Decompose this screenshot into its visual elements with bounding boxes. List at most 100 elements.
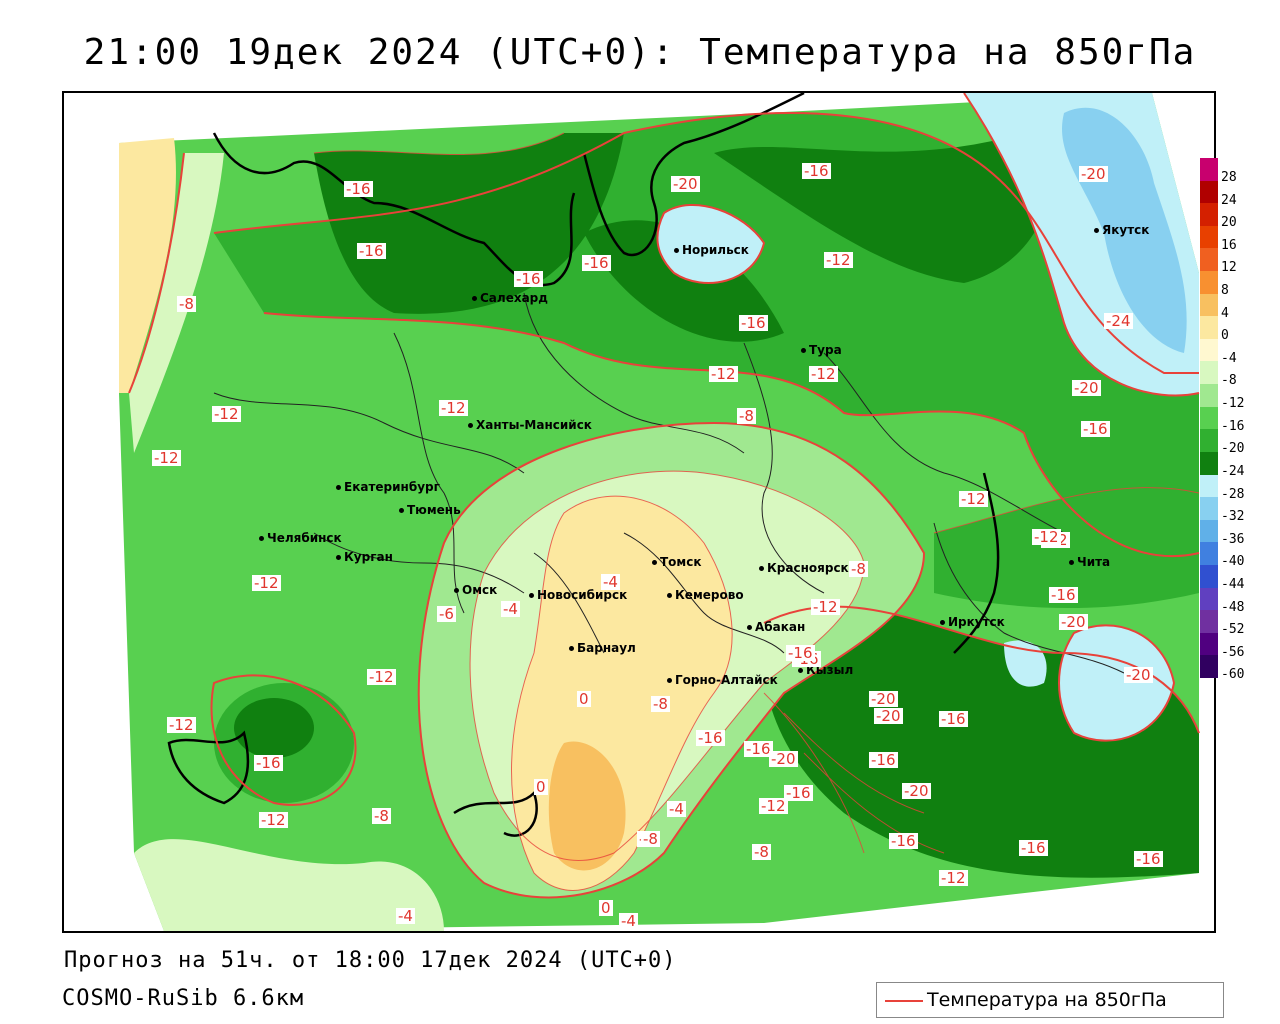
color-bar-tick-label: -40 xyxy=(1221,554,1245,570)
color-bar-swatch xyxy=(1200,451,1218,475)
contour-label: -16 xyxy=(1081,420,1110,438)
contour-label: -16 xyxy=(344,180,373,198)
contour-label: -12 xyxy=(1032,528,1061,546)
color-bar-swatch xyxy=(1200,158,1218,181)
city-kemerovo: Кемерово xyxy=(667,588,744,602)
contour-label: 0 xyxy=(577,690,591,708)
color-bar-swatch xyxy=(1200,203,1218,226)
legend-line-swatch xyxy=(885,1000,923,1002)
color-bar-tick-label: -16 xyxy=(1221,418,1245,434)
contour-label: -12 xyxy=(259,811,288,829)
color-bar-tick-label: -48 xyxy=(1221,599,1245,615)
map-canvas xyxy=(119,93,1200,931)
contour-label: -12 xyxy=(809,365,838,383)
color-bar-swatch xyxy=(1200,655,1218,678)
city-krasnoyarsk: Красноярск xyxy=(759,561,849,575)
contour-label: -12 xyxy=(824,251,853,269)
contour-label: -8 xyxy=(752,843,771,861)
forecast-info: Прогноз на 51ч. от 18:00 17дек 2024 (UTC… xyxy=(64,948,677,973)
city-omsk: Омск xyxy=(454,583,497,597)
contour-label: -16 xyxy=(1049,586,1078,604)
color-bar-swatch xyxy=(1200,542,1218,565)
color-bar-tick-label: -60 xyxy=(1221,667,1245,683)
contour-label: -20 xyxy=(1072,379,1101,397)
color-bar-tick-label: 16 xyxy=(1221,237,1237,253)
color-bar-tick-label: 24 xyxy=(1221,192,1237,208)
contour-label: -8 xyxy=(641,830,660,848)
contour-label: -20 xyxy=(874,707,903,725)
contour-label: -20 xyxy=(1124,666,1153,684)
contour-label: -24 xyxy=(1104,312,1133,330)
contour-label: -16 xyxy=(784,784,813,802)
color-bar-tick-label: 12 xyxy=(1221,260,1237,276)
color-bar xyxy=(1200,158,1218,678)
contour-label: 0 xyxy=(534,778,548,796)
color-bar-swatch xyxy=(1200,293,1218,317)
contour-label: -12 xyxy=(439,399,468,417)
color-bar-swatch xyxy=(1200,361,1218,385)
color-bar-tick-label: -24 xyxy=(1221,463,1245,479)
color-bar-swatch xyxy=(1200,338,1218,362)
contour-label: -16 xyxy=(939,710,968,728)
color-bar-swatch xyxy=(1200,497,1218,520)
color-bar-tick-label: 8 xyxy=(1221,283,1229,299)
city-novosibirsk: Новосибирск xyxy=(529,588,627,602)
city-chelyabinsk: Челябинск xyxy=(259,531,342,545)
color-bar-swatch xyxy=(1200,180,1218,204)
contour-label: -8 xyxy=(737,407,756,425)
city-salekhard: Салехард xyxy=(472,291,548,305)
color-bar-swatch xyxy=(1200,225,1218,249)
legend-label: Температура на 850гПа xyxy=(927,989,1167,1011)
legend-box: Температура на 850гПа xyxy=(876,982,1224,1018)
color-bar-swatch xyxy=(1200,384,1218,407)
contour-label: -16 xyxy=(514,270,543,288)
city-barnaul: Барнаул xyxy=(569,641,636,655)
contour-label: -12 xyxy=(212,405,241,423)
color-bar-swatch xyxy=(1200,429,1218,452)
contour-label: -8 xyxy=(651,695,670,713)
model-info: COSMO-RuSib 6.6км xyxy=(62,986,305,1011)
contour-label: -4 xyxy=(667,800,686,818)
contour-label: -20 xyxy=(1079,165,1108,183)
color-bar-swatch xyxy=(1200,519,1218,543)
contour-label: -20 xyxy=(869,690,898,708)
contour-label: -16 xyxy=(889,832,918,850)
color-bar-swatch xyxy=(1200,316,1218,339)
color-bar-swatch xyxy=(1200,248,1218,272)
contour-label: -20 xyxy=(671,175,700,193)
contour-label: -4 xyxy=(619,912,638,930)
city-yakutsk: Якутск xyxy=(1094,223,1149,237)
color-bar-tick-label: -28 xyxy=(1221,486,1245,502)
color-bar-tick-label: -20 xyxy=(1221,441,1245,457)
color-bar-tick-label: -52 xyxy=(1221,622,1245,638)
city-tyumen: Тюмень xyxy=(399,503,461,517)
city-khanty-mansiysk: Ханты-Мансийск xyxy=(468,418,592,432)
color-bar-tick-label: -36 xyxy=(1221,531,1245,547)
city-tura: Тура xyxy=(801,343,842,357)
contour-label: -16 xyxy=(786,644,815,662)
contour-label: -4 xyxy=(501,600,520,618)
contour-label: -12 xyxy=(367,668,396,686)
color-bar-tick-label: 4 xyxy=(1221,305,1229,321)
color-bar-swatch xyxy=(1200,474,1218,498)
color-bar-tick-label: -4 xyxy=(1221,350,1237,366)
contour-label: -20 xyxy=(769,750,798,768)
contour-label: -8 xyxy=(177,295,196,313)
color-bar-swatch xyxy=(1200,632,1218,656)
color-bar-tick-label: 20 xyxy=(1221,215,1237,231)
color-bar-tick-label: -8 xyxy=(1221,373,1237,389)
temperature-map[interactable]: Норильск Якутск Салехард Тура Ханты-Манс… xyxy=(62,91,1216,933)
contour-label: -12 xyxy=(252,574,281,592)
contour-label: -16 xyxy=(1019,839,1048,857)
color-bar-swatch xyxy=(1200,564,1218,588)
color-bar-tick-label: -56 xyxy=(1221,644,1245,660)
map-title: 21:00 19дек 2024 (UTC+0): Температура на… xyxy=(83,32,1197,73)
city-gorno-altaysk: Горно-Алтайск xyxy=(667,673,778,687)
city-kurgan: Курган xyxy=(336,550,393,564)
contour-label: -8 xyxy=(849,560,868,578)
contour-label: -16 xyxy=(582,254,611,272)
color-bar-swatch xyxy=(1200,271,1218,294)
contour-label: -12 xyxy=(709,365,738,383)
contour-label: -16 xyxy=(696,729,725,747)
contour-label: -12 xyxy=(152,449,181,467)
